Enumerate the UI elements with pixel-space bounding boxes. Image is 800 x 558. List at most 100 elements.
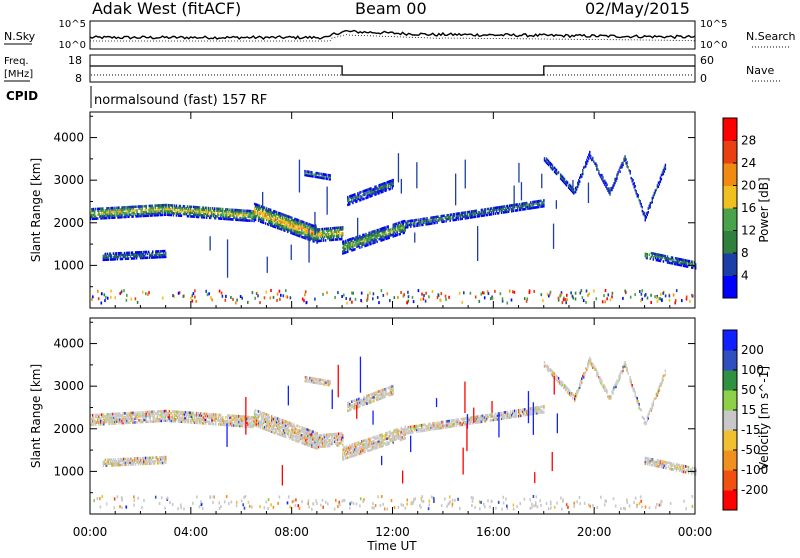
echo-cell <box>104 293 106 296</box>
echo-cell <box>675 299 677 302</box>
echo-cell <box>162 297 164 300</box>
colorbar-tick-label: 8 <box>741 246 749 260</box>
echo-cell <box>624 290 626 293</box>
echo-cell <box>205 290 207 293</box>
echo-cell <box>482 291 484 294</box>
echo-cell <box>382 435 383 438</box>
echo-cell <box>95 208 96 211</box>
echo-cell <box>441 292 443 295</box>
freq-panel-frame <box>90 55 695 82</box>
echo-cell <box>206 207 207 210</box>
echo-cell <box>289 430 290 433</box>
echo-cell <box>394 296 396 299</box>
echo-cell <box>303 221 304 224</box>
echo-cell <box>646 216 647 219</box>
nsky-trace <box>90 31 695 40</box>
echo-cell <box>342 452 343 455</box>
echo-cell <box>222 295 224 298</box>
echo-cell <box>658 185 659 188</box>
echo-streak <box>210 236 211 250</box>
echo-cell <box>139 411 140 414</box>
echo-cell <box>421 293 423 296</box>
echo-cell <box>293 423 294 426</box>
echo-cell <box>305 290 307 293</box>
echo-cell <box>145 292 147 295</box>
echo-streak <box>398 153 399 182</box>
echo-cell <box>191 206 192 209</box>
echo-cell <box>97 290 99 293</box>
echo-cell <box>324 434 325 437</box>
echo-cell <box>588 157 589 160</box>
echo-cell <box>372 297 374 300</box>
echo-cell <box>195 300 197 303</box>
echo-cell <box>136 421 137 424</box>
echo-cell <box>475 296 477 299</box>
echo-streak <box>308 229 309 263</box>
title-radar: Adak West (fitACF) <box>92 0 241 18</box>
echo-cell <box>208 292 210 295</box>
echo-cell <box>405 426 406 429</box>
echo-cell <box>397 296 399 299</box>
echo-cell <box>105 296 107 299</box>
echo-cell <box>636 190 637 193</box>
echo-cell <box>440 299 442 302</box>
echo-cell <box>558 297 560 300</box>
echo-cell <box>490 297 492 300</box>
echo-cell <box>470 292 472 295</box>
echo-cell <box>611 295 613 298</box>
echo-cell <box>354 244 355 247</box>
echo-cell <box>271 415 272 418</box>
echo-cell <box>352 443 353 446</box>
echo-cell <box>563 298 565 301</box>
echo-cell <box>342 434 343 437</box>
echo-cell <box>425 292 427 295</box>
echo-cell <box>660 297 662 300</box>
echo-cell <box>571 186 572 189</box>
echo-cell <box>279 298 281 301</box>
echo-cell <box>255 409 256 412</box>
echo-cell <box>367 294 369 297</box>
echo-cell <box>178 292 180 295</box>
echo-streak <box>262 192 263 210</box>
echo-cell <box>193 292 195 295</box>
echo-cell <box>647 297 649 300</box>
echo-cell <box>418 289 420 292</box>
echo-cell <box>562 301 564 304</box>
nsky-tick-top: 10^5 <box>59 19 86 30</box>
echo-streak <box>477 226 478 261</box>
echo-cell <box>647 253 648 256</box>
echo-cell <box>579 180 580 183</box>
echo-streak <box>455 174 456 206</box>
echo-cell <box>270 209 271 212</box>
echo-cell <box>606 297 608 300</box>
echo-cell <box>476 210 477 213</box>
colorbar-swatch <box>723 163 737 186</box>
echo-cell <box>277 293 279 296</box>
echo-cell <box>360 191 361 194</box>
echo-cell <box>403 293 405 296</box>
echo-cell <box>389 299 391 302</box>
echo-cell <box>575 298 577 301</box>
echo-cell <box>264 206 265 209</box>
echo-cell <box>181 214 182 217</box>
echo-streak <box>414 233 415 243</box>
echo-cell <box>673 294 675 297</box>
echo-cell <box>544 157 545 160</box>
echo-cell <box>385 228 386 231</box>
echo-cell <box>552 164 553 167</box>
echo-cell <box>445 298 447 301</box>
echo-cell <box>152 250 153 253</box>
echo-cell <box>438 293 440 296</box>
echo-cell <box>221 292 223 295</box>
echo-streak <box>572 180 573 190</box>
echo-cell <box>222 208 223 211</box>
echo-cell <box>214 207 215 210</box>
echo-cell <box>423 297 425 300</box>
velocity-echo-cells <box>90 357 696 511</box>
echo-cell <box>565 301 567 304</box>
echo-cell <box>172 204 173 207</box>
echo-cell <box>556 169 557 172</box>
y-tick-label: 3000 <box>53 173 84 187</box>
echo-cell <box>260 411 261 414</box>
